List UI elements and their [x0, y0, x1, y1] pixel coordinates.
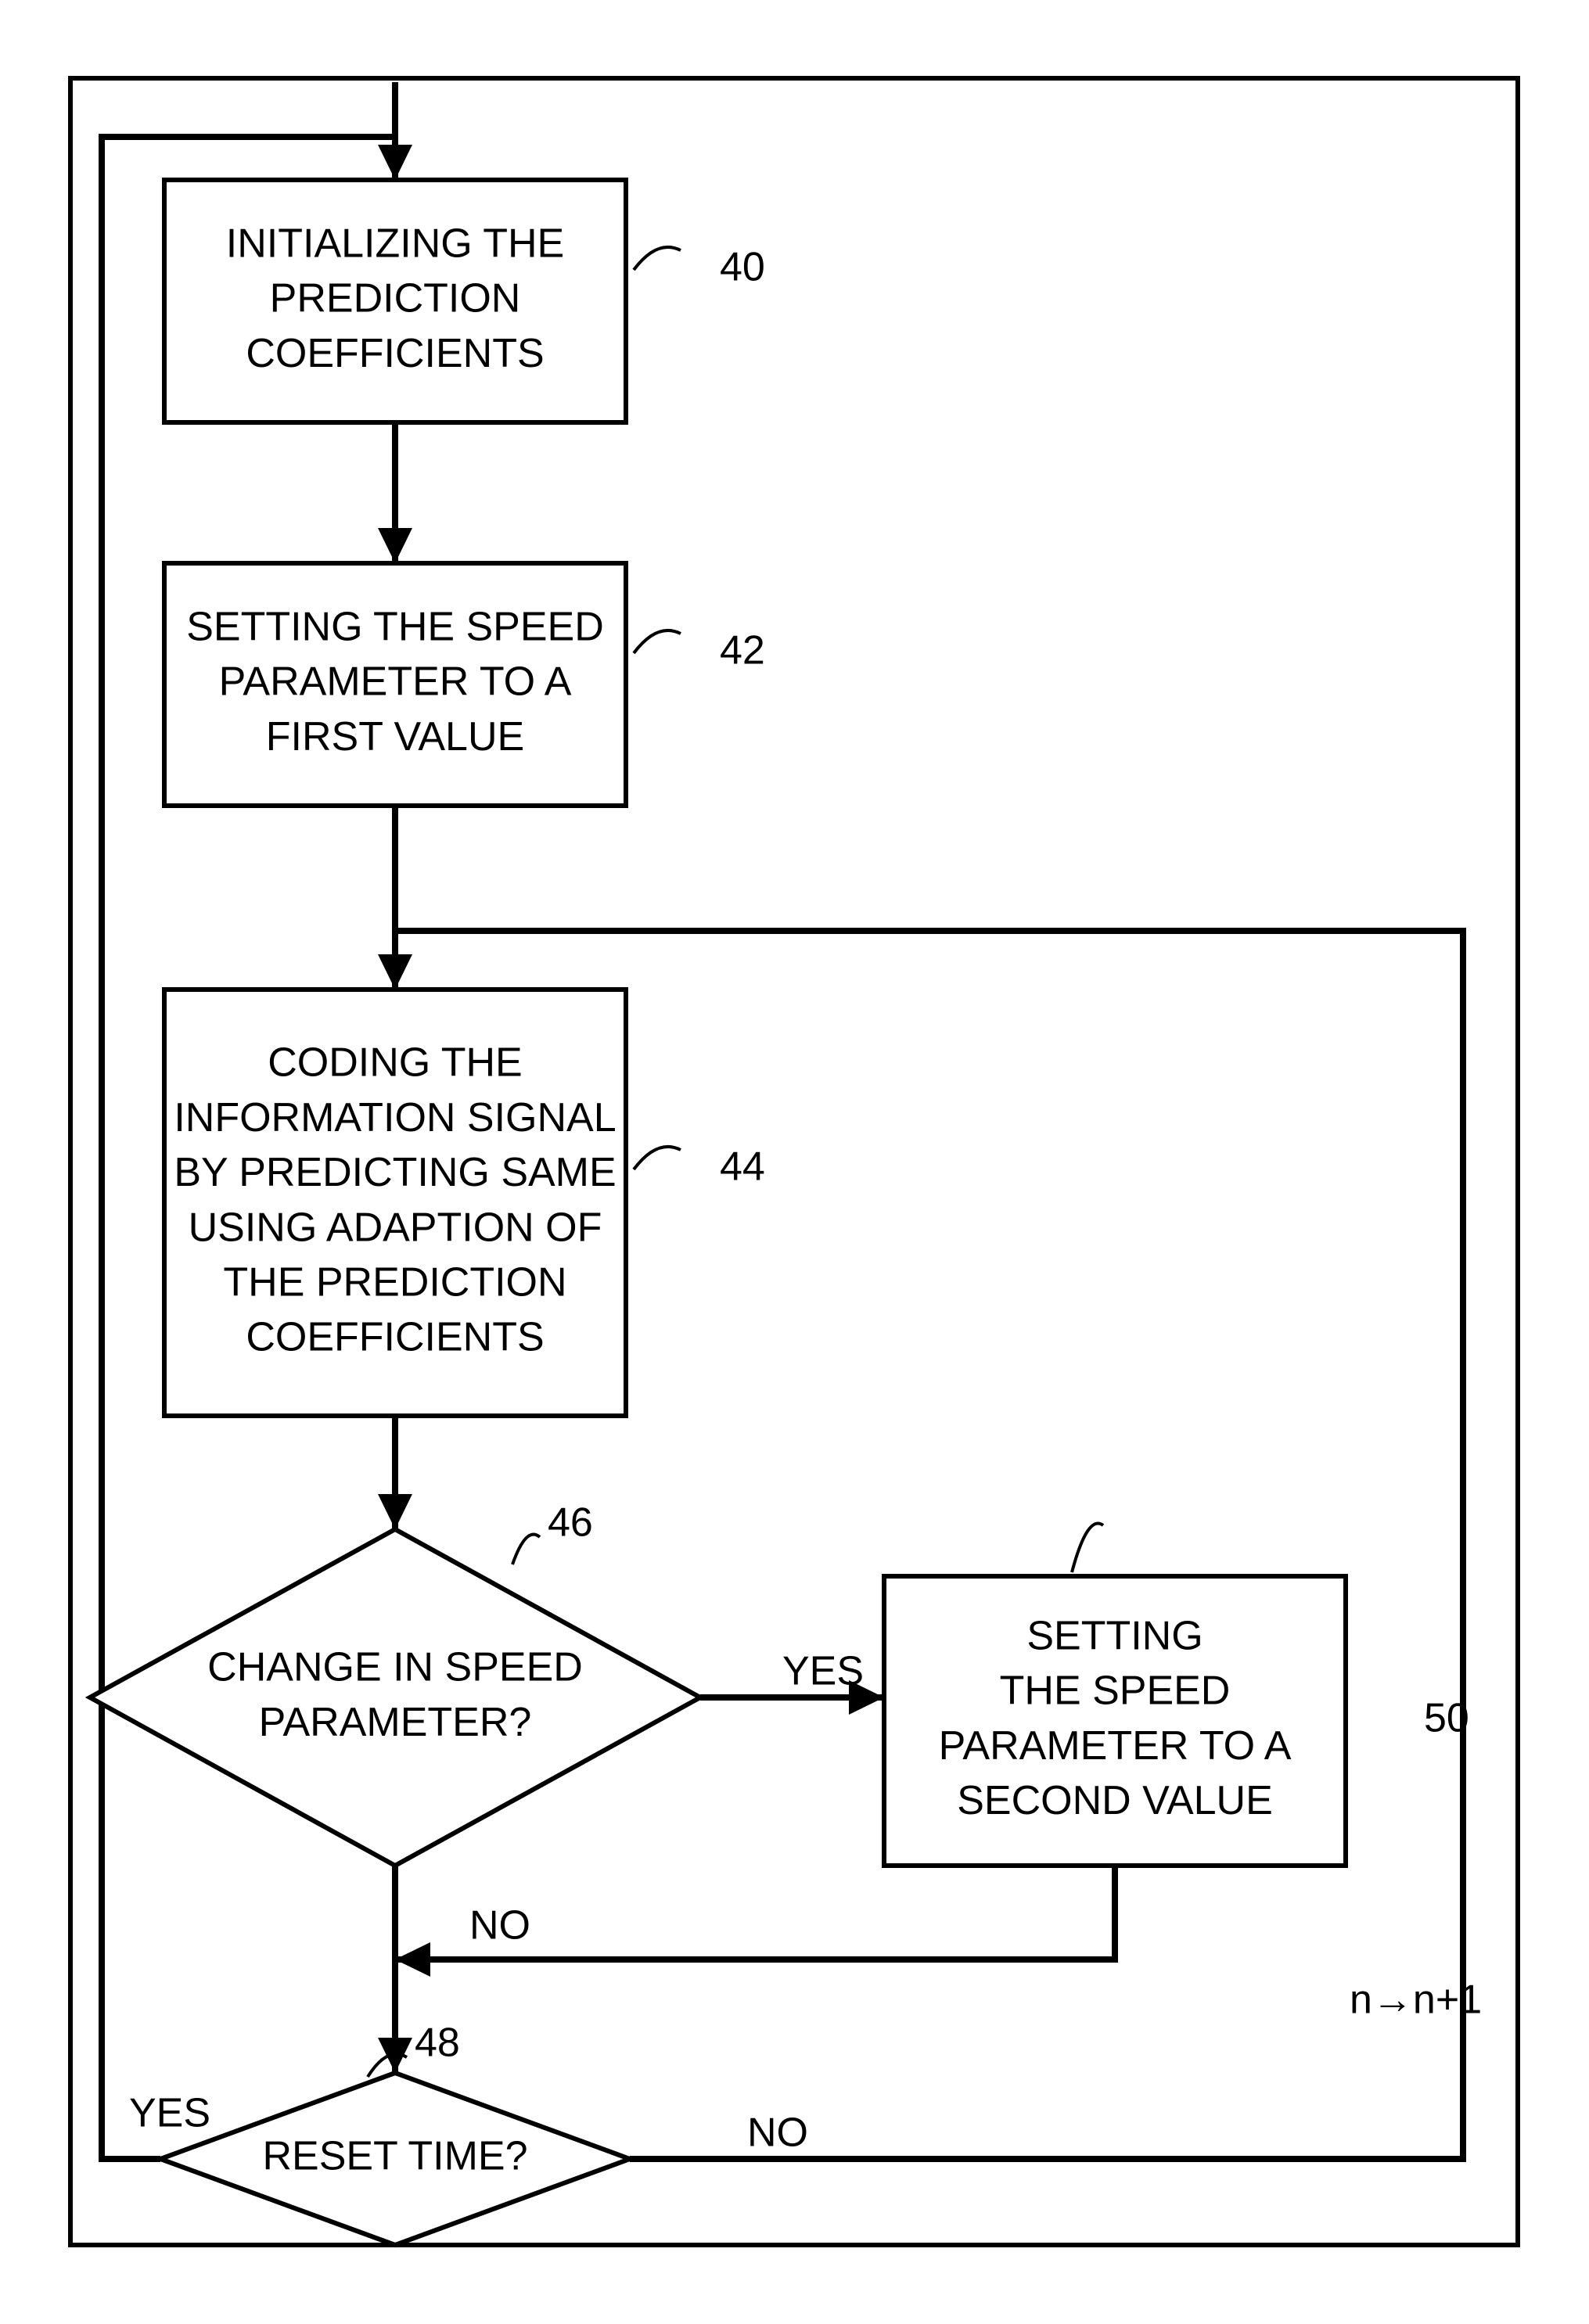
svg-text:COEFFICIENTS: COEFFICIENTS [246, 331, 544, 376]
svg-text:INFORMATION SIGNAL: INFORMATION SIGNAL [174, 1095, 616, 1140]
edge-label-d46_no: NO [469, 1903, 530, 1949]
svg-text:SECOND VALUE: SECOND VALUE [957, 1778, 1273, 1823]
svg-text:PREDICTION: PREDICTION [270, 276, 521, 321]
edge-label-d48_yes: YES [129, 2091, 210, 2136]
svg-text:PARAMETER TO A: PARAMETER TO A [939, 1723, 1292, 1769]
svg-text:40: 40 [720, 245, 765, 290]
svg-text:USING ADAPTION OF: USING ADAPTION OF [189, 1205, 602, 1250]
edge-label-d48_no: NO [747, 2110, 808, 2156]
svg-text:INITIALIZING THE: INITIALIZING THE [226, 221, 564, 267]
svg-text:THE SPEED: THE SPEED [1000, 1668, 1231, 1714]
d46 [90, 1529, 700, 1866]
svg-text:RESET TIME?: RESET TIME? [262, 2134, 527, 2179]
edge-label-d46_yes: YES [782, 1649, 864, 1694]
svg-text:SETTING THE SPEED: SETTING THE SPEED [186, 605, 604, 650]
svg-text:42: 42 [720, 628, 765, 673]
svg-text:44: 44 [720, 1144, 765, 1190]
svg-text:PARAMETER TO A: PARAMETER TO A [219, 659, 572, 705]
edge-label-loop_inc: n→n+1 [1350, 1977, 1482, 2023]
svg-text:FIRST VALUE: FIRST VALUE [266, 714, 524, 760]
svg-text:THE PREDICTION: THE PREDICTION [223, 1260, 566, 1306]
svg-text:COEFFICIENTS: COEFFICIENTS [246, 1315, 544, 1360]
svg-text:BY PREDICTING SAME: BY PREDICTING SAME [174, 1150, 616, 1195]
svg-text:50: 50 [1424, 1696, 1469, 1741]
svg-text:46: 46 [548, 1500, 593, 1546]
svg-text:SETTING: SETTING [1026, 1613, 1203, 1658]
svg-text:PARAMETER?: PARAMETER? [259, 1700, 532, 1745]
svg-text:48: 48 [415, 2020, 460, 2066]
svg-text:CODING THE: CODING THE [268, 1040, 523, 1086]
svg-text:CHANGE IN SPEED: CHANGE IN SPEED [207, 1645, 583, 1690]
